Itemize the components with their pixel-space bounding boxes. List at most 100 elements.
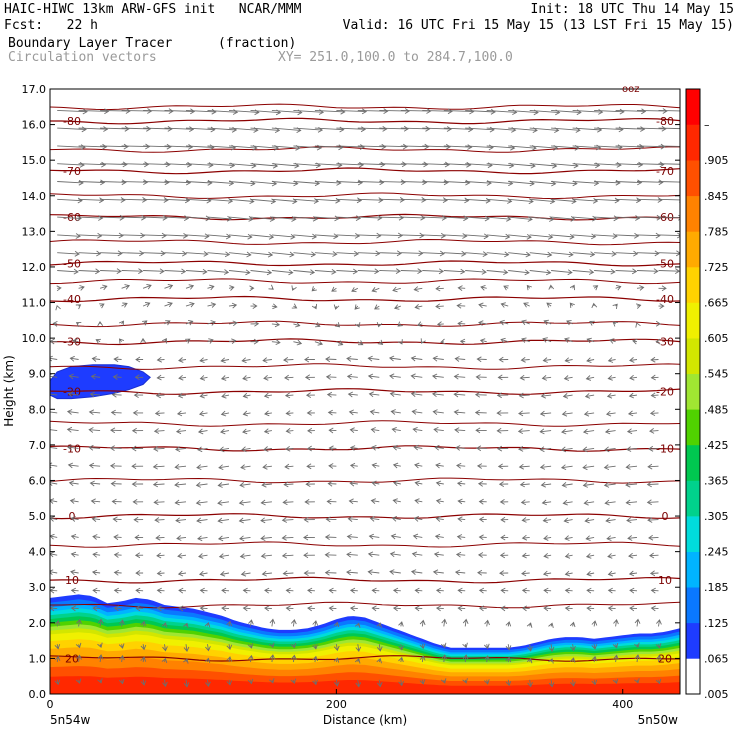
circulation-vector	[505, 679, 512, 687]
circulation-vector	[143, 232, 167, 239]
contour-label-8-0: 0	[69, 510, 76, 523]
circulation-vector	[306, 410, 315, 416]
y-tick-label-4: 4.0	[29, 546, 47, 559]
circulation-vector	[152, 481, 165, 488]
y-tick-label-9: 9.0	[29, 368, 47, 381]
circulation-vector	[505, 644, 512, 651]
circulation-vector	[100, 108, 131, 114]
circulation-vector	[519, 374, 530, 381]
circulation-vector	[78, 197, 105, 204]
circulation-vector	[285, 587, 294, 594]
circulation-vector	[591, 679, 598, 686]
circulation-vector	[88, 427, 101, 433]
y-tick-label-16: 16.0	[22, 119, 47, 132]
circulation-vector	[314, 108, 346, 115]
contour-label-1-0: -70	[63, 165, 81, 178]
circulation-vector	[615, 215, 641, 221]
y-tick-label-15: 15.0	[22, 154, 47, 167]
circulation-vector	[392, 498, 401, 504]
circulation-vector	[585, 535, 595, 542]
circulation-vector	[121, 197, 148, 203]
circulation-vector	[655, 338, 661, 345]
circulation-vector	[615, 161, 644, 168]
circulation-vector	[66, 409, 79, 415]
circulation-vector	[498, 481, 509, 487]
circulation-vector	[282, 570, 294, 577]
header-line2-right: Valid: 16 UTC Fri 15 May 15 (13 LST Fri …	[342, 18, 734, 33]
circulation-vector	[55, 304, 61, 311]
colorbar-swatch-3	[686, 551, 700, 588]
circulation-vector	[281, 552, 294, 559]
circulation-vector	[221, 392, 230, 399]
circulation-vector	[312, 679, 318, 686]
circulation-vector	[476, 356, 487, 363]
circulation-vector	[486, 233, 511, 240]
circulation-vector	[521, 587, 530, 594]
circulation-vector	[349, 587, 358, 594]
circulation-vector	[69, 355, 79, 362]
contour-label-5-0: -30	[63, 336, 81, 349]
circulation-vector	[562, 393, 573, 399]
colorbar-swatch-0	[686, 658, 700, 695]
circulation-vector	[357, 232, 382, 239]
circulation-vector	[185, 338, 191, 344]
circulation-vector	[54, 644, 61, 650]
circulation-vector	[582, 428, 595, 435]
circulation-vector	[228, 338, 237, 345]
circulation-vector	[143, 268, 165, 275]
circulation-vector	[572, 198, 599, 204]
circulation-vector	[164, 144, 194, 150]
circulation-vector	[392, 444, 401, 451]
circulation-vector	[185, 144, 215, 151]
circulation-vector	[572, 233, 597, 240]
circulation-vector	[655, 320, 661, 327]
circulation-vector	[376, 644, 383, 652]
x-tick-label-2: 400	[612, 698, 633, 711]
circulation-vector	[635, 322, 641, 328]
circulation-vector	[293, 339, 303, 346]
circulation-vector	[529, 251, 553, 258]
circulation-vector	[326, 391, 337, 398]
circulation-vector	[207, 215, 233, 222]
circulation-vector	[50, 498, 58, 504]
circulation-vector	[100, 161, 128, 168]
circulation-vector	[57, 144, 86, 150]
circulation-vector	[336, 250, 360, 257]
circulation-vector	[475, 427, 487, 434]
circulation-vector	[609, 338, 616, 344]
circulation-vector	[178, 374, 187, 381]
colorbar-label-8: .485	[704, 403, 729, 416]
circulation-vector	[526, 622, 533, 628]
circulation-vector	[626, 517, 638, 524]
circulation-vector	[196, 464, 208, 471]
circulation-vector	[390, 409, 401, 415]
circulation-vector	[604, 446, 616, 453]
x-start-label: 5n54w	[50, 713, 91, 727]
circulation-vector	[400, 125, 431, 132]
circulation-vector	[649, 570, 659, 577]
circulation-vector	[198, 410, 208, 417]
circulation-vector	[284, 463, 294, 470]
circulation-vector	[271, 321, 281, 328]
circulation-vector	[443, 268, 466, 275]
circulation-vector	[454, 569, 466, 576]
circulation-vector	[263, 392, 272, 399]
circulation-vector	[306, 445, 315, 452]
circulation-vector	[629, 587, 638, 594]
circulation-vector	[465, 269, 487, 275]
circulation-vector	[435, 587, 444, 594]
circulation-vector	[78, 179, 106, 186]
circulation-vector	[50, 462, 58, 469]
x-tick-label-1: 200	[326, 698, 347, 711]
circulation-vector	[75, 642, 82, 649]
circulation-vector	[443, 197, 470, 204]
circulation-vector	[75, 322, 82, 327]
circulation-vector	[333, 679, 340, 687]
contour-line-9	[50, 576, 680, 584]
circulation-vector	[285, 605, 294, 612]
circulation-vector	[499, 552, 509, 559]
circulation-vector	[175, 517, 187, 524]
circulation-vector	[476, 463, 487, 469]
circulation-vector	[336, 215, 362, 221]
circulation-vector	[178, 587, 187, 594]
